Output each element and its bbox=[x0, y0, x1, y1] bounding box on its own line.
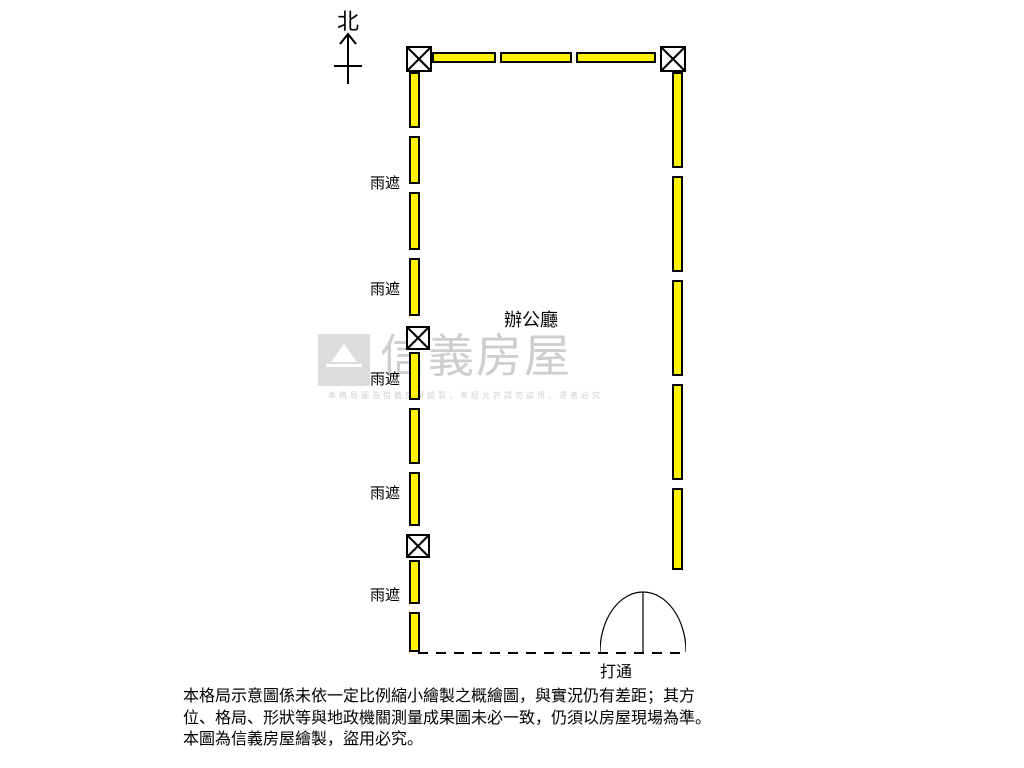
column bbox=[406, 326, 430, 350]
footer-disclaimer: 本格局示意圖係未依一定比例縮小繪製之概繪圖，與實況仍有差距；其方 位、格局、形狀… bbox=[183, 686, 873, 751]
room-label-office: 辦公廳 bbox=[504, 306, 558, 332]
watermark-subtext: 本格局圖為信義房屋繪製，未經允許請勿盜用，違者必究 bbox=[328, 390, 603, 401]
wall-left-segment bbox=[409, 472, 420, 526]
wall-top-segment bbox=[432, 52, 496, 63]
bottom-label-pass-through: 打通 bbox=[600, 658, 632, 682]
wall-left-segment bbox=[409, 258, 420, 316]
floor-plan-canvas: 信義房屋 本格局圖為信義房屋繪製，未經允許請勿盜用，違者必究 北 bbox=[0, 0, 1024, 768]
wall-top-segment bbox=[500, 52, 572, 63]
column bbox=[406, 534, 430, 558]
wall-right-segment bbox=[672, 280, 683, 376]
wall-right-segment bbox=[672, 72, 683, 168]
door-double-swing bbox=[600, 574, 686, 652]
wall-right-segment bbox=[672, 176, 683, 272]
awning-label: 雨遮 bbox=[370, 172, 400, 193]
wall-left-segment bbox=[409, 408, 420, 464]
footer-line: 本圖為信義房屋繪製，盜用必究。 bbox=[183, 729, 873, 751]
awning-label: 雨遮 bbox=[370, 584, 400, 605]
wall-left-segment bbox=[409, 136, 420, 184]
compass: 北 bbox=[328, 6, 368, 90]
column bbox=[406, 46, 432, 72]
awning-label: 雨遮 bbox=[370, 278, 400, 299]
wall-left-segment bbox=[409, 560, 420, 604]
wall-left-segment bbox=[409, 192, 420, 250]
footer-line: 本格局示意圖係未依一定比例縮小繪製之概繪圖，與實況仍有差距；其方 bbox=[183, 686, 873, 708]
wall-left-segment bbox=[409, 72, 420, 128]
wall-right-segment bbox=[672, 384, 683, 480]
awning-label: 雨遮 bbox=[370, 368, 400, 389]
wall-top-segment bbox=[576, 52, 656, 63]
awning-label: 雨遮 bbox=[370, 482, 400, 503]
wall-left-segment bbox=[409, 352, 420, 400]
watermark-logo bbox=[318, 334, 370, 386]
wall-left-segment bbox=[409, 612, 420, 652]
wall-right-segment bbox=[672, 488, 683, 570]
footer-line: 位、格局、形狀等與地政機關測量成果圖未必一致，仍須以房屋現場為準。 bbox=[183, 708, 873, 730]
compass-label: 北 bbox=[337, 4, 359, 36]
column bbox=[660, 46, 686, 72]
